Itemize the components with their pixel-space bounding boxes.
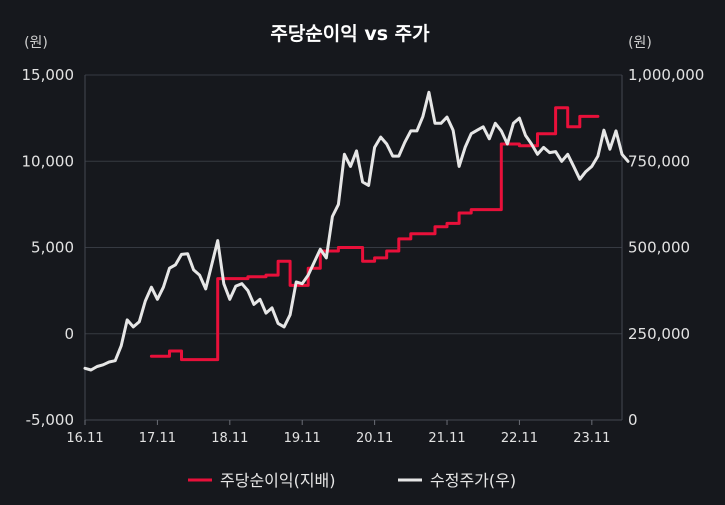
right-axis-ticks: 1,000,000 750,000 500,000 250,000 0 [628, 66, 704, 429]
legend: 주당순이익(지배) 수정주가(우) [188, 471, 516, 490]
series-line-price [83, 90, 630, 372]
right-tick-label: 0 [628, 411, 638, 429]
left-tick-label: -5,000 [26, 411, 74, 429]
right-tick-label: 500,000 [628, 239, 690, 257]
right-tick-label: 1,000,000 [628, 66, 704, 84]
x-tick-label: 21.11 [428, 431, 465, 446]
left-tick-label: 10,000 [22, 152, 75, 170]
x-tick-label: 16.11 [66, 431, 103, 446]
x-axis-ticks: 16.11 17.11 18.11 19.11 20.11 21.11 22.11 23.11 [66, 420, 610, 446]
chart-title: 주당순이익 vs 주가 [270, 23, 430, 45]
left-tick-label: 15,000 [22, 66, 75, 84]
series-lines [83, 90, 630, 372]
left-tick-label: 0 [64, 325, 74, 343]
left-axis-ticks: 15,000 10,000 5,000 0 -5,000 [22, 66, 75, 429]
x-tick-label: 22.11 [501, 431, 538, 446]
x-tick-label: 19.11 [284, 431, 321, 446]
x-tick-label: 18.11 [211, 431, 248, 446]
left-axis-unit: (원) [24, 35, 48, 51]
x-tick-label: 23.11 [573, 431, 610, 446]
right-axis-unit: (원) [628, 35, 652, 51]
right-tick-label: 250,000 [628, 325, 690, 343]
right-tick-label: 750,000 [628, 152, 690, 170]
legend-label-price: 수정주가(우) [430, 471, 516, 490]
left-tick-label: 5,000 [31, 239, 74, 257]
x-tick-label: 20.11 [356, 431, 393, 446]
legend-label-eps: 주당순이익(지배) [220, 471, 336, 490]
x-tick-label: 17.11 [139, 431, 176, 446]
